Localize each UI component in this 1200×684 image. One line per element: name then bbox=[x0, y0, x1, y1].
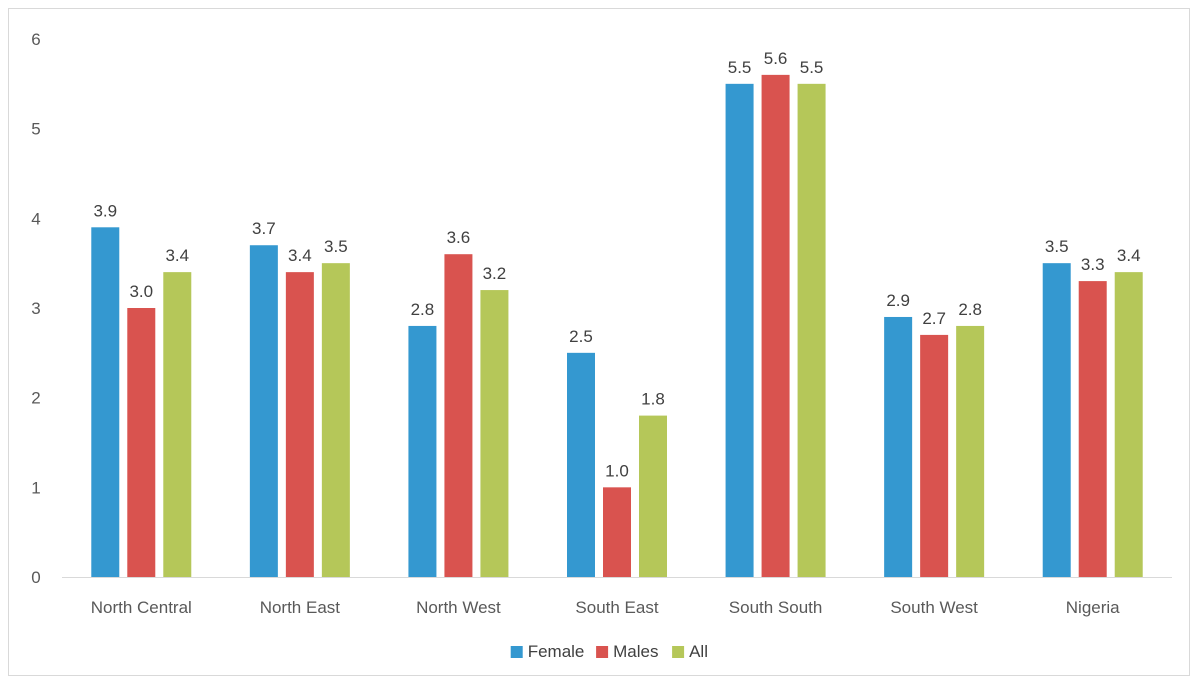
y-axis-ticks: 0 1 2 3 4 5 6 bbox=[31, 30, 40, 587]
bar-all bbox=[956, 325, 985, 577]
bar-all bbox=[797, 83, 826, 577]
y-tick-label: 0 bbox=[31, 568, 40, 587]
x-tick-label: North Central bbox=[91, 598, 192, 617]
x-axis-ticks: North Central North East North West South E… bbox=[91, 598, 1120, 617]
bar-all bbox=[1114, 272, 1143, 577]
bar-males bbox=[285, 272, 314, 577]
data-label: 5.5 bbox=[800, 58, 824, 77]
data-label: 3.2 bbox=[483, 264, 507, 283]
data-label: 2.8 bbox=[411, 300, 435, 319]
data-labels-group: 3.9 3.0 3.4 3.7 3.4 3.5 2.8 3.6 3.2 2.5 1.0 1.8 5.5 5… bbox=[93, 49, 1140, 480]
legend-swatch-males bbox=[596, 646, 609, 658]
x-tick-label: North West bbox=[416, 598, 501, 617]
data-label: 1.0 bbox=[605, 461, 629, 480]
bar-all bbox=[480, 290, 509, 577]
chart-frame bbox=[8, 8, 1190, 676]
x-tick-label: Nigeria bbox=[1066, 598, 1120, 617]
y-tick-label: 6 bbox=[31, 30, 40, 49]
bar-female bbox=[91, 227, 120, 578]
bar-males bbox=[444, 254, 473, 577]
data-label: 3.9 bbox=[93, 201, 117, 220]
bar-males bbox=[920, 334, 949, 577]
data-label: 3.0 bbox=[129, 282, 153, 301]
data-label: 3.5 bbox=[1045, 237, 1069, 256]
data-label: 1.8 bbox=[641, 390, 665, 409]
bar-males bbox=[127, 308, 156, 577]
x-tick-label: South South bbox=[729, 598, 823, 617]
y-tick-label: 3 bbox=[31, 299, 40, 318]
bar-female bbox=[567, 352, 595, 577]
y-tick-label: 1 bbox=[31, 478, 40, 497]
bar-all bbox=[163, 272, 192, 577]
bar-female bbox=[1042, 263, 1071, 577]
bar-female bbox=[884, 316, 913, 577]
legend-label-all: All bbox=[689, 642, 708, 661]
data-label: 3.4 bbox=[165, 246, 189, 265]
data-label: 5.5 bbox=[728, 58, 752, 77]
data-label: 3.6 bbox=[447, 228, 471, 247]
x-tick-label: South West bbox=[890, 598, 978, 617]
data-label: 5.6 bbox=[764, 49, 788, 68]
data-label: 2.5 bbox=[569, 327, 593, 346]
data-label: 3.7 bbox=[252, 219, 276, 238]
legend-label-males: Males bbox=[613, 642, 658, 661]
data-label: 2.8 bbox=[958, 300, 982, 319]
bar-males bbox=[603, 487, 631, 577]
legend-swatch-female bbox=[510, 646, 523, 658]
x-tick-label: North East bbox=[260, 598, 341, 617]
bar-all bbox=[321, 263, 350, 577]
legend-swatch-all bbox=[672, 646, 685, 658]
legend: Female Males All bbox=[510, 642, 708, 661]
x-tick-label: South East bbox=[575, 598, 658, 617]
bars-group bbox=[91, 74, 1143, 578]
bar-female bbox=[725, 83, 754, 577]
bar-males bbox=[1078, 281, 1107, 577]
data-label: 3.4 bbox=[288, 246, 312, 265]
bar-female bbox=[249, 245, 278, 577]
legend-label-female: Female bbox=[528, 642, 585, 661]
data-label: 2.7 bbox=[922, 309, 946, 328]
y-tick-label: 2 bbox=[31, 389, 40, 408]
y-tick-label: 5 bbox=[31, 120, 40, 139]
data-label: 2.9 bbox=[886, 291, 910, 310]
data-label: 3.4 bbox=[1117, 246, 1141, 265]
bar-all bbox=[639, 415, 667, 577]
data-label: 3.5 bbox=[324, 237, 348, 256]
y-tick-label: 4 bbox=[31, 209, 40, 228]
bar-female bbox=[408, 325, 437, 577]
data-label: 3.3 bbox=[1081, 255, 1105, 274]
bar-males bbox=[761, 74, 790, 577]
